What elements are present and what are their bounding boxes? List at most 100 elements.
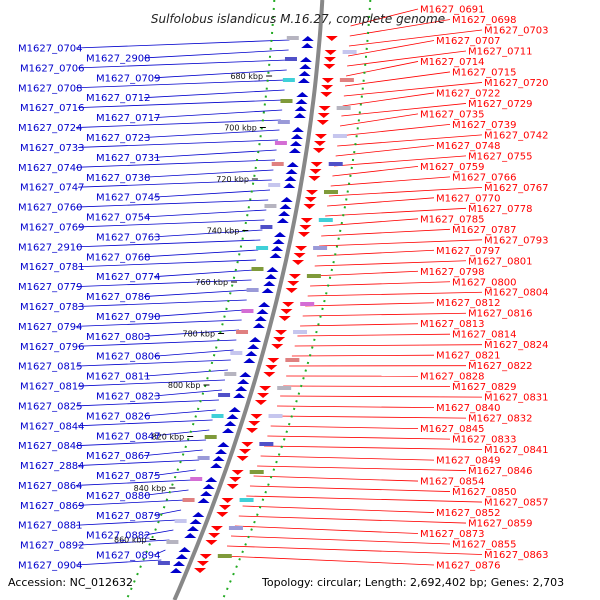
reverse-gene-label[interactable]: M1627_0715 [452,67,517,78]
reverse-gene-label[interactable]: M1627_0829 [452,382,517,393]
reverse-gene-label[interactable]: M1627_0800 [452,277,517,288]
reverse-gene-label[interactable]: M1627_0840 [436,403,501,414]
forward-gene-label[interactable]: M1627_0894 [96,551,161,562]
reverse-gene-label[interactable]: M1627_0845 [420,424,485,435]
forward-gene-label[interactable]: M1627_0869 [20,501,85,512]
reverse-gene-label[interactable]: M1627_0787 [452,225,517,236]
forward-gene-label[interactable]: M1627_0704 [18,44,83,55]
reverse-gene-label[interactable]: M1627_0876 [436,561,501,572]
forward-gene-label[interactable]: M1627_0867 [86,451,151,462]
reverse-gene-label[interactable]: M1627_0821 [436,351,501,362]
reverse-gene-label[interactable]: M1627_0852 [436,508,501,519]
reverse-gene-label[interactable]: M1627_0846 [468,466,533,477]
reverse-gene-label[interactable]: M1627_0711 [468,46,533,57]
reverse-gene-label[interactable]: M1627_0785 [420,214,485,225]
forward-gene-label[interactable]: M1627_0844 [20,421,85,432]
forward-gene-label[interactable]: M1627_0875 [96,471,161,482]
reverse-gene-label[interactable]: M1627_0703 [484,25,549,36]
forward-gene-label[interactable]: M1627_0823 [96,391,161,402]
forward-gene-label[interactable]: M1627_2910 [18,242,83,253]
forward-gene-label[interactable]: M1627_0723 [86,133,151,144]
forward-gene-label[interactable]: M1627_0747 [20,183,85,194]
reverse-gene-label[interactable]: M1627_0759 [420,162,485,173]
forward-gene-label[interactable]: M1627_0733 [20,143,85,154]
forward-gene-label[interactable]: M1627_0717 [96,113,161,124]
reverse-gene-label[interactable]: M1627_0797 [436,246,501,257]
forward-gene-label[interactable]: M1627_0794 [18,322,83,333]
forward-gene-label[interactable]: M1627_2884 [20,461,85,472]
forward-gene-label[interactable]: M1627_0864 [18,481,83,492]
forward-gene-label[interactable]: M1627_0826 [86,411,151,422]
reverse-gene-label[interactable]: M1627_0766 [452,172,517,183]
reverse-gene-label[interactable]: M1627_0748 [436,141,501,152]
reverse-gene-label[interactable]: M1627_0755 [468,151,533,162]
reverse-gene-label[interactable]: M1627_0767 [484,183,549,194]
reverse-gene-label[interactable]: M1627_0816 [468,309,533,320]
reverse-gene-label[interactable]: M1627_0793 [484,235,549,246]
reverse-gene-label[interactable]: M1627_0729 [468,99,533,110]
reverse-gene-label[interactable]: M1627_0804 [484,288,549,299]
forward-gene-label[interactable]: M1627_2908 [86,53,151,64]
reverse-gene-label[interactable]: M1627_0801 [468,256,533,267]
reverse-gene-label[interactable]: M1627_0714 [420,57,485,68]
forward-gene-label[interactable]: M1627_0848 [18,441,83,452]
reverse-gene-label[interactable]: M1627_0812 [436,298,501,309]
reverse-gene-label[interactable]: M1627_0722 [436,88,501,99]
forward-gene-label[interactable]: M1627_0769 [20,222,85,233]
forward-gene-label[interactable]: M1627_0803 [86,332,151,343]
forward-gene-label[interactable]: M1627_0716 [20,103,85,114]
forward-gene-label[interactable]: M1627_0731 [96,153,161,164]
reverse-gene-label[interactable]: M1627_0859 [468,519,533,530]
reverse-gene-label[interactable]: M1627_0873 [420,529,485,540]
forward-gene-label[interactable]: M1627_0760 [18,203,83,214]
forward-gene-label[interactable]: M1627_0708 [18,83,83,94]
reverse-gene-label[interactable]: M1627_0854 [420,477,485,488]
reverse-gene-label[interactable]: M1627_0720 [484,78,549,89]
forward-gene-label[interactable]: M1627_0774 [96,272,161,283]
forward-gene-label[interactable]: M1627_0790 [96,312,161,323]
reverse-gene-label[interactable]: M1627_0855 [452,540,517,551]
reverse-gene-label[interactable]: M1627_0822 [468,361,533,372]
forward-gene-label[interactable]: M1627_0740 [18,163,83,174]
reverse-gene-label[interactable]: M1627_0707 [436,36,501,47]
reverse-gene-label[interactable]: M1627_0813 [420,319,485,330]
forward-gene-label[interactable]: M1627_0806 [96,352,161,363]
reverse-gene-label[interactable]: M1627_0863 [484,550,549,561]
forward-gene-label[interactable]: M1627_0825 [18,401,83,412]
forward-gene-label[interactable]: M1627_0904 [18,561,83,572]
forward-gene-label[interactable]: M1627_0847 [96,431,161,442]
reverse-gene-label[interactable]: M1627_0841 [484,445,549,456]
forward-gene-label[interactable]: M1627_0709 [96,73,161,84]
forward-gene-label[interactable]: M1627_0880 [86,491,151,502]
forward-gene-label[interactable]: M1627_0811 [86,372,151,383]
forward-gene-label[interactable]: M1627_0815 [18,362,83,373]
forward-gene-label[interactable]: M1627_0738 [86,173,151,184]
reverse-gene-label[interactable]: M1627_0742 [484,130,549,141]
forward-gene-label[interactable]: M1627_0706 [20,63,85,74]
forward-gene-label[interactable]: M1627_0819 [20,382,85,393]
reverse-gene-label[interactable]: M1627_0828 [420,372,485,383]
forward-gene-label[interactable]: M1627_0754 [86,213,151,224]
reverse-gene-label[interactable]: M1627_0770 [436,193,501,204]
reverse-gene-label[interactable]: M1627_0832 [468,414,533,425]
reverse-gene-label[interactable]: M1627_0831 [484,393,549,404]
forward-gene-label[interactable]: M1627_0881 [18,521,83,532]
forward-gene-label[interactable]: M1627_0779 [18,282,83,293]
forward-gene-label[interactable]: M1627_0745 [96,193,161,204]
forward-gene-label[interactable]: M1627_0786 [86,292,151,303]
reverse-gene-label[interactable]: M1627_0691 [420,5,485,16]
forward-gene-label[interactable]: M1627_0724 [18,123,83,134]
reverse-gene-label[interactable]: M1627_0778 [468,204,533,215]
reverse-gene-label[interactable]: M1627_0814 [452,330,517,341]
forward-gene-label[interactable]: M1627_0892 [20,541,85,552]
reverse-gene-label[interactable]: M1627_0824 [484,340,549,351]
forward-gene-label[interactable]: M1627_0768 [86,252,151,263]
forward-gene-label[interactable]: M1627_0712 [86,93,151,104]
forward-gene-label[interactable]: M1627_0783 [20,302,85,313]
reverse-gene-label[interactable]: M1627_0739 [452,120,517,131]
reverse-gene-label[interactable]: M1627_0798 [420,267,485,278]
forward-gene-label[interactable]: M1627_0781 [20,262,85,273]
reverse-gene-label[interactable]: M1627_0850 [452,487,517,498]
forward-gene-label[interactable]: M1627_0879 [96,511,161,522]
forward-gene-label[interactable]: M1627_0796 [20,342,85,353]
